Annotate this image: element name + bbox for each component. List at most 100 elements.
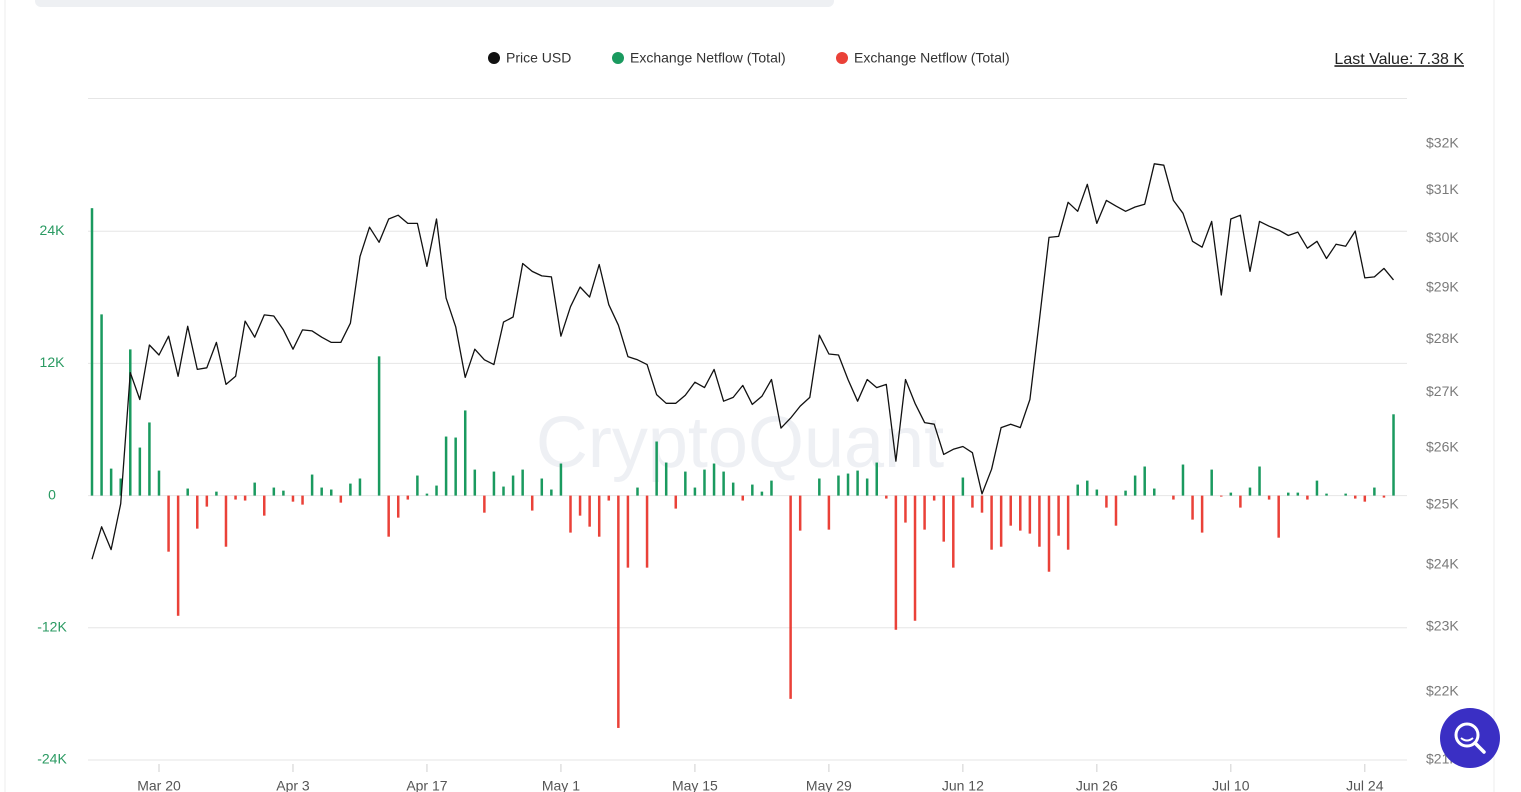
x-tick-label: Jun 12: [942, 778, 984, 792]
bar: [865, 478, 869, 496]
bar: [655, 441, 658, 496]
bar: [990, 495, 993, 550]
bar: [559, 463, 563, 496]
bar: [569, 495, 572, 533]
bar: [1363, 495, 1367, 502]
bar: [856, 470, 859, 496]
bar: [1114, 495, 1118, 526]
legend-dot: [488, 52, 500, 64]
bar: [846, 473, 850, 496]
bar: [1181, 464, 1185, 496]
bar: [550, 489, 553, 496]
bar: [339, 495, 343, 503]
bar: [722, 471, 725, 496]
bar: [1143, 466, 1146, 496]
bar: [1267, 495, 1271, 500]
bar: [932, 495, 936, 501]
price-line: [91, 163, 1395, 560]
bar: [703, 469, 706, 496]
bar: [502, 486, 505, 496]
top-bar: [35, 0, 834, 7]
bar: [645, 495, 649, 568]
bar: [1191, 495, 1194, 520]
bar: [770, 480, 773, 496]
bar: [416, 475, 419, 496]
bar: [1019, 495, 1022, 531]
bar: [1066, 495, 1070, 550]
bar: [894, 495, 898, 630]
x-tick-label: Jul 10: [1212, 778, 1250, 792]
legend-label: Exchange Netflow (Total): [854, 50, 1010, 66]
bar: [1373, 487, 1376, 496]
bar: [1220, 495, 1223, 497]
bar: [435, 485, 438, 496]
bar: [530, 495, 534, 511]
bar: [1248, 487, 1252, 496]
bar: [215, 491, 218, 496]
bar: [1047, 495, 1051, 572]
bar: [349, 483, 352, 496]
x-tick-label: Apr 17: [406, 778, 447, 792]
y-tick-label: 24K: [40, 222, 66, 238]
bar: [425, 493, 429, 496]
bar: [942, 495, 945, 542]
bar: [272, 487, 276, 496]
y2-tick-label: $31K: [1426, 181, 1459, 197]
bar: [196, 495, 199, 529]
bar: [1124, 490, 1127, 496]
bar: [961, 477, 965, 496]
bar: [1057, 495, 1060, 536]
bar: [291, 495, 295, 502]
bar: [463, 410, 467, 496]
bar: [540, 478, 544, 496]
bar: [243, 495, 247, 501]
bar: [1133, 475, 1137, 496]
bar: [789, 495, 792, 699]
bar: [818, 478, 821, 496]
bar: [234, 495, 237, 500]
bar: [712, 463, 716, 496]
bar: [1239, 495, 1242, 508]
bar: [473, 469, 477, 496]
y2-tick-label: $29K: [1426, 279, 1459, 295]
bar: [1344, 493, 1347, 496]
bar: [358, 478, 362, 496]
y-tick-label: 0: [48, 486, 56, 502]
bar: [330, 489, 333, 496]
bar: [664, 462, 668, 496]
last-value[interactable]: Last Value: 7.38 K: [1334, 51, 1464, 68]
bar: [1105, 495, 1108, 508]
bar: [176, 495, 180, 616]
bar: [693, 487, 697, 496]
bar: [1229, 492, 1233, 496]
bar: [1258, 466, 1261, 496]
x-tick-label: Mar 20: [137, 778, 181, 792]
bar: [607, 495, 611, 501]
bar: [1172, 495, 1175, 500]
bar: [444, 436, 448, 496]
bar: [1296, 492, 1300, 496]
bar: [913, 495, 917, 621]
bar: [1153, 488, 1156, 496]
bar: [90, 208, 94, 496]
bar: [511, 475, 515, 496]
bar: [741, 495, 745, 501]
bar: [684, 471, 687, 496]
bar: [282, 490, 285, 496]
bar: [1287, 492, 1290, 496]
bar: [310, 474, 314, 496]
bar: [301, 495, 304, 505]
bar: [588, 495, 591, 527]
bar: [674, 495, 678, 509]
chat-button[interactable]: [1440, 708, 1500, 768]
x-tick-label: May 1: [542, 778, 580, 792]
bar: [952, 495, 955, 568]
y2-tick-label: $22K: [1426, 683, 1459, 699]
bar: [129, 349, 132, 496]
bar: [827, 495, 831, 530]
bar: [617, 495, 620, 728]
bar: [1076, 484, 1079, 496]
chat-circle[interactable]: [1440, 708, 1500, 768]
bar: [626, 495, 630, 568]
